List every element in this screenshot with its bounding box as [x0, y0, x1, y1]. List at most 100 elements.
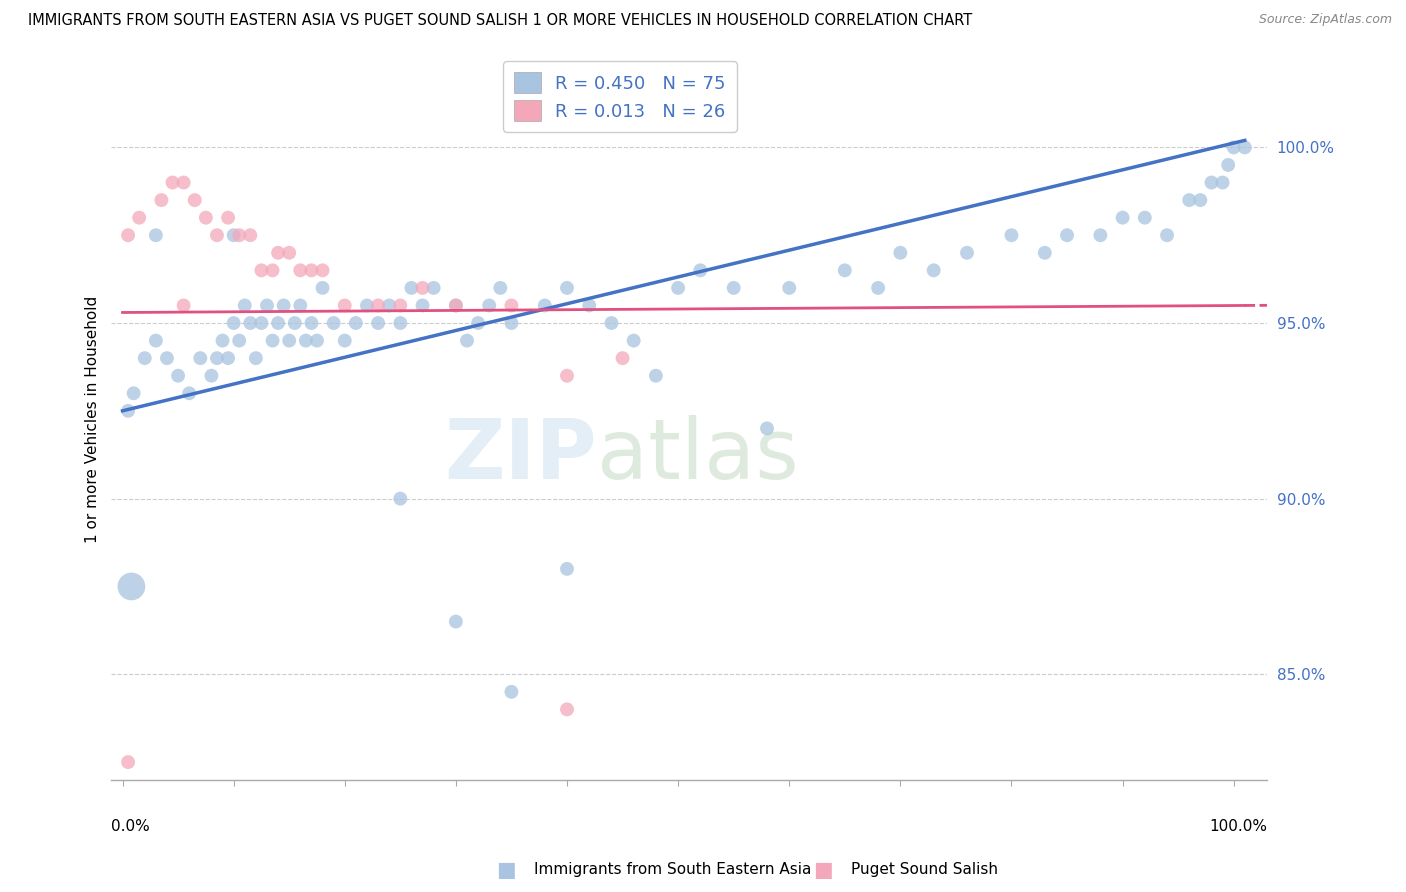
Point: [600, 316, 623, 330]
Point: [501, 316, 523, 330]
Point: [367, 298, 389, 312]
Point: [478, 298, 501, 312]
Point: [555, 702, 578, 716]
Point: [389, 316, 412, 330]
Text: IMMIGRANTS FROM SOUTH EASTERN ASIA VS PUGET SOUND SALISH 1 OR MORE VEHICLES IN H: IMMIGRANTS FROM SOUTH EASTERN ASIA VS PU…: [28, 13, 973, 29]
Point: [299, 316, 322, 330]
Point: [666, 281, 689, 295]
Point: [444, 298, 467, 312]
Point: [1178, 193, 1201, 207]
Point: [250, 263, 273, 277]
Point: [290, 298, 312, 312]
Point: [122, 386, 145, 401]
Point: [222, 316, 245, 330]
Point: [188, 351, 211, 366]
Point: [267, 316, 290, 330]
Point: [456, 334, 478, 348]
Point: [273, 298, 295, 312]
Point: [217, 211, 239, 225]
Point: [278, 334, 301, 348]
Point: [184, 193, 207, 207]
Point: [756, 421, 779, 435]
Point: [1212, 176, 1234, 190]
Point: [378, 298, 401, 312]
Point: [156, 351, 179, 366]
Text: ■: ■: [813, 860, 832, 880]
Point: [489, 281, 512, 295]
Point: [1056, 228, 1078, 243]
Point: [211, 334, 233, 348]
Point: [501, 685, 523, 699]
Point: [1156, 228, 1178, 243]
Text: ■: ■: [496, 860, 516, 880]
Point: [578, 298, 600, 312]
Point: [262, 334, 284, 348]
Point: [128, 211, 150, 225]
Point: [389, 298, 412, 312]
Point: [150, 193, 173, 207]
Text: 0.0%: 0.0%: [111, 819, 150, 834]
Legend: R = 0.450   N = 75, R = 0.013   N = 26: R = 0.450 N = 75, R = 0.013 N = 26: [503, 62, 737, 132]
Point: [555, 281, 578, 295]
Point: [612, 351, 634, 366]
Point: [239, 228, 262, 243]
Point: [200, 368, 222, 383]
Point: [956, 245, 979, 260]
Point: [444, 298, 467, 312]
Point: [644, 368, 666, 383]
Point: [250, 316, 273, 330]
Point: [333, 298, 356, 312]
Point: [412, 281, 434, 295]
Point: [173, 176, 195, 190]
Point: [145, 228, 167, 243]
Point: [401, 281, 423, 295]
Text: Puget Sound Salish: Puget Sound Salish: [851, 863, 998, 877]
Point: [205, 351, 228, 366]
Point: [267, 245, 290, 260]
Point: [1233, 140, 1256, 154]
Point: [117, 228, 139, 243]
Y-axis label: 1 or more Vehicles in Household: 1 or more Vehicles in Household: [86, 296, 100, 543]
Point: [1111, 211, 1133, 225]
Point: [555, 368, 578, 383]
Point: [1133, 211, 1156, 225]
Point: [162, 176, 184, 190]
Point: [467, 316, 489, 330]
Point: [194, 211, 217, 225]
Point: [173, 298, 195, 312]
Point: [723, 281, 745, 295]
Point: [444, 615, 467, 629]
Point: [333, 334, 356, 348]
Text: atlas: atlas: [596, 415, 799, 496]
Point: [228, 334, 250, 348]
Text: Source: ZipAtlas.com: Source: ZipAtlas.com: [1258, 13, 1392, 27]
Point: [134, 351, 156, 366]
Point: [412, 298, 434, 312]
Point: [1000, 228, 1022, 243]
Point: [167, 368, 190, 383]
Text: Immigrants from South Eastern Asia: Immigrants from South Eastern Asia: [534, 863, 811, 877]
Point: [322, 316, 344, 330]
Point: [778, 281, 800, 295]
Point: [299, 263, 322, 277]
Point: [233, 298, 256, 312]
Point: [245, 351, 267, 366]
Point: [120, 579, 142, 593]
Point: [356, 298, 378, 312]
Point: [533, 298, 555, 312]
Point: [555, 562, 578, 576]
Point: [305, 334, 328, 348]
Point: [311, 263, 333, 277]
Point: [117, 755, 139, 769]
Point: [145, 334, 167, 348]
Point: [1201, 176, 1223, 190]
Point: [179, 386, 201, 401]
Point: [367, 316, 389, 330]
Point: [222, 228, 245, 243]
Point: [117, 404, 139, 418]
Point: [834, 263, 856, 277]
Point: [868, 281, 890, 295]
Point: [689, 263, 711, 277]
Point: [623, 334, 645, 348]
Point: [889, 245, 911, 260]
